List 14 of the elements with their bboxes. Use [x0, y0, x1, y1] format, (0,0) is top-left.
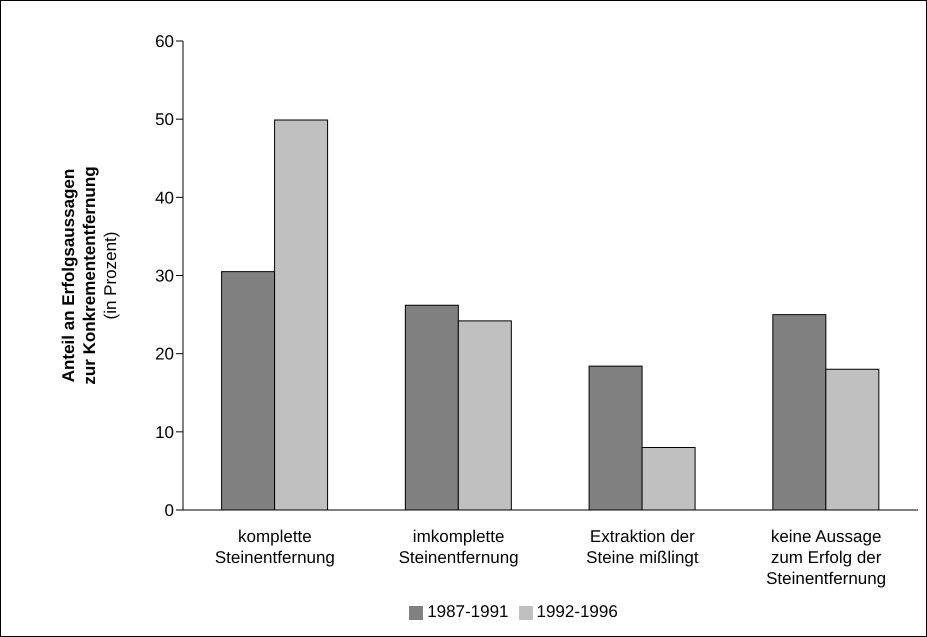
y-tick-label: 20 — [155, 344, 174, 364]
x-tick-label: komplette Steinentfernung — [214, 527, 335, 567]
x-tick-label: Extraktion der Steine mißlingt — [586, 527, 699, 567]
y-tick-label: 0 — [164, 501, 174, 520]
x-tick-label: keine Aussage zum Erfolg der Steinentfernung — [766, 527, 886, 588]
x-tick-label: imkomplette Steinentfernung — [398, 527, 519, 567]
y-tick-label: 60 — [155, 32, 174, 52]
y-axis-title: Anteil an Erfolgsaussagen zur Konkremententfernung (in Prozent) — [59, 166, 120, 385]
y-tick-label: 30 — [155, 266, 174, 286]
y-tick-label: 40 — [155, 188, 174, 208]
y-tick-label: 10 — [155, 422, 174, 442]
legend-label: 1987-1991 — [427, 602, 508, 621]
legend-label: 1992-1996 — [536, 602, 618, 621]
y-tick-label: 50 — [155, 110, 174, 130]
